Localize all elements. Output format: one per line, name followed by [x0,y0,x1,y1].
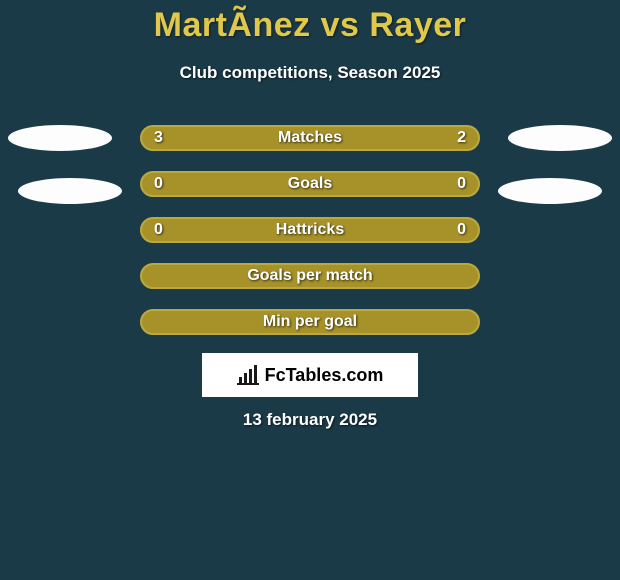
stat-right-value: 2 [457,129,466,147]
stat-row: Goals per match [140,263,480,289]
watermark-badge: FcTables.com [202,353,418,397]
stat-label: Min per goal [142,313,478,331]
stat-label: Goals per match [142,267,478,285]
stat-label: Hattricks [142,221,478,239]
stat-row: Goals0 0 [140,171,480,197]
stat-label: Goals [142,175,478,193]
stat-left-value: 0 [154,175,163,193]
stat-row: Min per goal [140,309,480,335]
comparison-card: MartÃ­nez vs Rayer Club competitions, Se… [0,0,620,580]
stat-row: Matches3 2 [140,125,480,151]
card-date: 13 february 2025 [0,410,620,430]
stat-right-value: 0 [457,221,466,239]
card-subtitle: Club competitions, Season 2025 [0,63,620,83]
right-ellipse [508,125,612,151]
stat-label: Matches [142,129,478,147]
stat-left-value: 0 [154,221,163,239]
right-ellipse [498,178,602,204]
left-ellipse [8,125,112,151]
watermark-text: FcTables.com [265,365,384,386]
left-ellipse [18,178,122,204]
chart-icon [237,365,259,385]
stat-right-value: 0 [457,175,466,193]
stat-row: Hattricks0 0 [140,217,480,243]
stat-left-value: 3 [154,129,163,147]
card-title: MartÃ­nez vs Rayer [0,6,620,45]
